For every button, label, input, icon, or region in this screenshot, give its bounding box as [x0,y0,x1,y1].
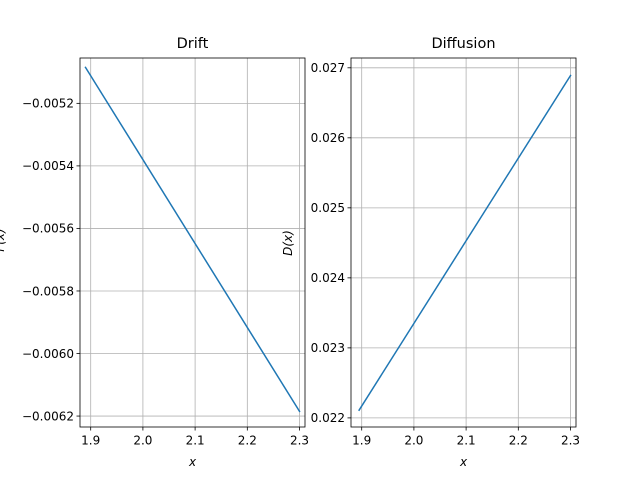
series-line-diffusion [358,74,572,412]
plot-panel-diffusion: 1.9 2.0 2.1 2.2 2.30.0220.0230.0240.0250.026… [281,36,580,469]
x-tick-label: 1.9 [81,434,100,448]
x-tick-label: 2.0 [404,434,423,448]
plot-title: Diffusion [431,36,495,52]
x-tick-label: 2.0 [133,434,152,448]
x-axis-label: x [188,455,197,469]
y-tick-label: 0.023 [311,341,345,355]
x-tick-label: 2.3 [561,434,580,448]
y-tick-label: −0.0056 [22,222,74,236]
y-tick-label: −0.0060 [22,347,74,361]
y-axis-label: F(x) [0,228,7,251]
x-tick-label: 2.2 [509,434,528,448]
y-tick-label: 0.026 [311,131,345,145]
y-tick-label: −0.0052 [22,97,74,111]
axes-frame [350,57,577,428]
plot-title: Drift [177,36,209,52]
axes-frame [79,57,306,428]
x-tick-label: 1.9 [352,434,371,448]
x-tick-label: 2.1 [457,434,476,448]
x-tick-label: 2.3 [290,434,309,448]
x-tick-label: 2.1 [186,434,205,448]
y-tick-label: 0.024 [311,271,345,285]
plot-panel-drift: 1.9 2.0 2.1 2.2 2.3 −0.0052 −0.0054 −0.0056 −0.0… [0,36,309,469]
y-tick-label: 0.022 [311,411,345,425]
y-tick-label: 0.027 [311,61,345,75]
y-tick-label: −0.0062 [22,409,74,423]
x-axis-label: x [459,455,468,469]
y-tick-label: −0.0054 [22,159,74,173]
series-line-drift [84,66,301,413]
x-tick-label: 2.2 [238,434,257,448]
y-tick-label: 0.025 [311,201,345,215]
y-tick-label: −0.0058 [22,284,74,298]
y-axis-label: D(x) [281,230,295,256]
